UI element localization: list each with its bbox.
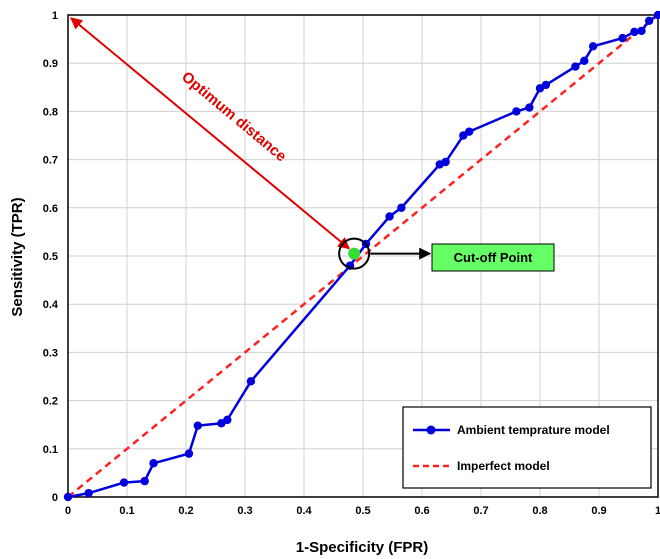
y-tick-label: 1 — [52, 10, 58, 22]
ambient-data-point — [525, 103, 534, 112]
imperfect-model-line — [67, 14, 659, 498]
legend-imperfect-label: Imperfect model — [457, 459, 550, 473]
ambient-data-point — [63, 492, 73, 502]
ambient-data-point — [618, 33, 627, 43]
ambient-data-point — [541, 80, 551, 90]
ambient-data-point — [580, 56, 589, 65]
ambient-data-point — [246, 377, 256, 386]
x-tick-label: 0.9 — [591, 505, 606, 517]
x-tick-label: 0.8 — [532, 505, 547, 517]
x-tick-label: 0.5 — [355, 505, 370, 517]
x-tick-label: 1 — [655, 505, 660, 517]
plot-frame — [67, 14, 659, 498]
x-tick-label: 0.2 — [178, 505, 193, 517]
ambient-data-point — [512, 107, 521, 116]
ambient-data-point — [653, 10, 660, 20]
ambient-data-point — [465, 127, 474, 136]
x-tick-label: 0.7 — [473, 505, 488, 517]
ambient-data-point — [119, 478, 129, 487]
ambient-data-point — [630, 27, 639, 37]
x-axis-title: 1-Specificity (FPR) — [296, 539, 429, 556]
cutoff-label: Cut-off Point — [454, 250, 533, 265]
ambient-data-point — [84, 488, 93, 498]
cutoff-marker — [348, 247, 361, 260]
ambient-model-points — [63, 10, 660, 502]
cutoff-ring — [338, 237, 371, 270]
x-tick-label: 0.6 — [414, 505, 429, 517]
x-tick-label: 0.1 — [119, 505, 134, 517]
y-tick-label: 0 — [52, 492, 58, 504]
optimum-distance-arrow — [70, 17, 351, 250]
legend: Ambient temprature model Imperfect model — [402, 406, 652, 489]
ambient-data-point — [223, 415, 232, 425]
y-tick-label: 0.7 — [43, 155, 58, 167]
legend-ambient-label: Ambient temprature model — [457, 423, 610, 437]
y-tick-label: 0.6 — [43, 203, 58, 215]
ambient-data-point — [184, 449, 194, 458]
x-axis-ticks: 0 0.1 0.2 0.3 0.4 0.5 0.6 0.7 0.8 0.9 1 — [65, 505, 660, 517]
optimum-distance-label: Optimum distance — [178, 68, 289, 165]
x-tick-label: 0 — [65, 505, 71, 517]
y-tick-label: 0.9 — [43, 58, 58, 70]
legend-box — [402, 406, 652, 489]
legend-ambient-marker — [426, 425, 436, 435]
ambient-data-point — [637, 26, 646, 36]
ambient-data-point — [571, 62, 580, 71]
y-tick-label: 0.5 — [43, 251, 58, 263]
ambient-data-point — [385, 212, 394, 221]
y-tick-label: 0.3 — [43, 347, 58, 359]
y-axis-title: Sensitivity (TPR) — [9, 197, 26, 316]
y-tick-label: 0.4 — [43, 299, 59, 311]
ambient-data-point — [441, 157, 450, 167]
y-tick-label: 0.2 — [43, 396, 58, 408]
ambient-data-point — [149, 459, 158, 468]
cutoff-label-box — [431, 243, 555, 272]
y-axis-ticks: 0 0.1 0.2 0.3 0.4 0.5 0.6 0.7 0.8 0.9 1 — [43, 10, 59, 504]
x-tick-label: 0.4 — [296, 505, 312, 517]
ambient-data-point — [588, 42, 598, 51]
ambient-data-point — [193, 421, 202, 430]
ambient-data-point — [140, 476, 149, 486]
x-tick-label: 0.3 — [237, 505, 252, 517]
ambient-data-point — [644, 16, 654, 25]
y-tick-label: 0.1 — [43, 444, 58, 456]
ambient-data-point — [397, 203, 406, 212]
y-tick-label: 0.8 — [43, 106, 58, 118]
